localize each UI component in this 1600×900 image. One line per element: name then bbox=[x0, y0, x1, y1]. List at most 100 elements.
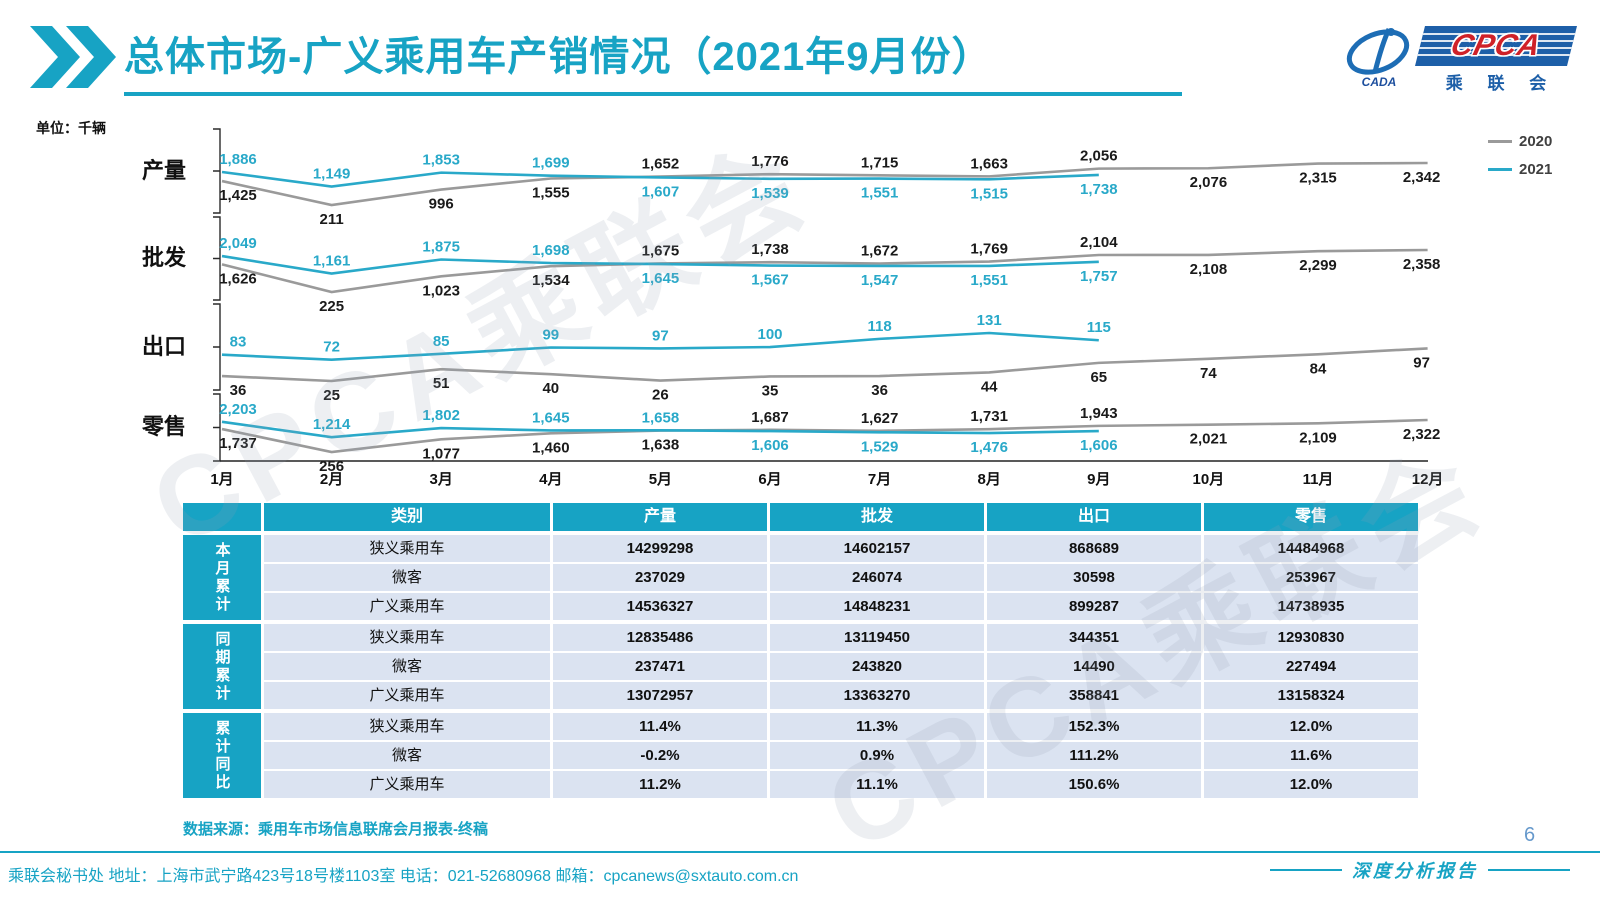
data-label-2021: 1,886 bbox=[219, 151, 257, 168]
month-label: 2月 bbox=[320, 471, 343, 488]
table-category-cell: 微客 bbox=[264, 742, 550, 769]
month-label: 1月 bbox=[210, 471, 233, 488]
panel-label-wholesale: 批发 bbox=[141, 245, 186, 270]
data-label-2020: 996 bbox=[429, 196, 454, 213]
data-label-2021: 1,529 bbox=[861, 438, 899, 455]
table-value-cell: 14490 bbox=[987, 653, 1201, 680]
data-label-2021: 1,161 bbox=[313, 253, 351, 270]
data-label-2020: 1,555 bbox=[532, 185, 570, 202]
table-header-cell: 批发 bbox=[770, 503, 984, 531]
data-label-2020: 2,108 bbox=[1190, 261, 1228, 278]
data-label-2020: 2,056 bbox=[1080, 148, 1118, 165]
table-value-cell: 246074 bbox=[770, 564, 984, 591]
data-label-2020: 2,342 bbox=[1403, 169, 1441, 186]
data-label-2020: 1,626 bbox=[219, 270, 257, 287]
data-label-2020: 25 bbox=[323, 387, 340, 404]
month-label: 7月 bbox=[868, 471, 891, 488]
page-number: 6 bbox=[1524, 824, 1536, 846]
chart-legend: 2020 2021 bbox=[1488, 133, 1552, 178]
data-label-2020: 40 bbox=[542, 380, 559, 397]
table-value-cell: 13119450 bbox=[770, 624, 984, 651]
table-value-cell: 12.0% bbox=[1204, 713, 1418, 740]
data-label-2020: 1,425 bbox=[219, 187, 257, 204]
series-2021-line-出口 bbox=[221, 331, 1099, 362]
cpca-logo-subtext: 乘 联 会 bbox=[1445, 74, 1557, 93]
table-group-label: 本月累计 bbox=[183, 535, 261, 620]
data-label-2021: 1,645 bbox=[532, 409, 570, 426]
table-header-corner bbox=[183, 503, 261, 531]
table-header-cell: 出口 bbox=[987, 503, 1201, 531]
table-value-cell: 13363270 bbox=[770, 682, 984, 709]
month-label: 4月 bbox=[539, 471, 562, 488]
table-value-cell: 14602157 bbox=[770, 535, 984, 562]
table-value-cell: 14484968 bbox=[1204, 535, 1418, 562]
data-label-2020: 36 bbox=[871, 382, 888, 399]
data-label-2021: 72 bbox=[323, 339, 340, 356]
data-label-2021: 1,699 bbox=[532, 155, 570, 172]
data-label-2020: 51 bbox=[433, 375, 450, 392]
data-label-2021: 1,551 bbox=[970, 272, 1008, 289]
data-label-2021: 1,567 bbox=[751, 272, 789, 289]
table-value-cell: 11.1% bbox=[770, 771, 984, 798]
table-value-cell: 237471 bbox=[553, 653, 767, 680]
table-value-cell: 12835486 bbox=[553, 624, 767, 651]
series-2020-line-零售 bbox=[221, 418, 1428, 454]
contact-info: 乘联会秘书处 地址：上海市武宁路423号18号楼1103室 电话：021-526… bbox=[8, 868, 799, 885]
table-value-cell: 243820 bbox=[770, 653, 984, 680]
table-value-cell: 237029 bbox=[553, 564, 767, 591]
data-label-2021: 1,539 bbox=[751, 185, 789, 202]
data-label-2020: 1,663 bbox=[970, 155, 1008, 172]
data-label-2020: 2,104 bbox=[1080, 234, 1118, 251]
data-label-2020: 36 bbox=[230, 382, 247, 399]
table-value-cell: 11.3% bbox=[770, 713, 984, 740]
series-2020-line-批发 bbox=[221, 248, 1428, 294]
axis-bracket-出口 bbox=[213, 303, 221, 391]
data-label-2020: 1,077 bbox=[422, 445, 460, 462]
table-value-cell: 358841 bbox=[987, 682, 1201, 709]
table-value-cell: 111.2% bbox=[987, 742, 1201, 769]
panel-label-retail: 零售 bbox=[141, 414, 186, 439]
table-group: 同期累计 狭义乘用车 12835486 13119450 344351 12930830 微… bbox=[183, 624, 1418, 709]
table-value-cell: 11.2% bbox=[553, 771, 767, 798]
table-value-cell: 12.0% bbox=[1204, 771, 1418, 798]
data-label-2021: 1,875 bbox=[422, 239, 460, 256]
table-group-label: 同期累计 bbox=[183, 624, 261, 709]
data-label-2020: 1,731 bbox=[970, 408, 1008, 425]
data-label-2021: 83 bbox=[230, 334, 247, 351]
data-label-2020: 97 bbox=[1413, 354, 1430, 371]
table-category-cell: 微客 bbox=[264, 564, 550, 591]
data-label-2020: 1,769 bbox=[970, 241, 1008, 258]
data-label-2020: 1,652 bbox=[642, 156, 680, 173]
data-label-2020: 2,076 bbox=[1190, 174, 1228, 191]
data-label-2020: 65 bbox=[1090, 369, 1107, 386]
table-category-cell: 狭义乘用车 bbox=[264, 535, 550, 562]
table-value-cell: 14299298 bbox=[553, 535, 767, 562]
report-label-wrap: 深度分析报告 bbox=[1270, 857, 1570, 883]
cpca-logo-block: CPCA 乘 联 会 bbox=[1415, 26, 1577, 94]
data-label-2021: 97 bbox=[652, 327, 669, 344]
data-label-2021: 1,515 bbox=[970, 185, 1008, 202]
legend-2021-swatch bbox=[1488, 168, 1512, 171]
legend-2021-label: 2021 bbox=[1519, 161, 1553, 178]
data-label-2021: 1,658 bbox=[642, 409, 680, 426]
table-header-row: 类别 产量 批发 出口 零售 bbox=[183, 503, 1418, 531]
data-label-2020: 1,776 bbox=[751, 153, 789, 170]
table-value-cell: 253967 bbox=[1204, 564, 1418, 591]
series-2021-line-零售 bbox=[221, 420, 1099, 439]
report-label-rule-left bbox=[1270, 869, 1342, 871]
data-label-2020: 1,023 bbox=[422, 282, 460, 299]
table-value-cell: 344351 bbox=[987, 624, 1201, 651]
data-label-2021: 1,738 bbox=[1080, 181, 1118, 198]
table-value-cell: 30598 bbox=[987, 564, 1201, 591]
data-label-2020: 1,715 bbox=[861, 154, 899, 171]
data-label-2020: 1,738 bbox=[751, 241, 789, 258]
data-label-2021: 1,476 bbox=[970, 439, 1008, 456]
data-label-2020: 1,687 bbox=[751, 409, 789, 426]
report-label: 深度分析报告 bbox=[1352, 861, 1478, 881]
data-label-2021: 1,547 bbox=[861, 272, 899, 289]
data-label-2020: 2,299 bbox=[1299, 257, 1337, 274]
axis-bracket-零售 bbox=[213, 393, 221, 462]
data-label-2021: 100 bbox=[757, 326, 782, 343]
table-value-cell: 13072957 bbox=[553, 682, 767, 709]
table-category-cell: 微客 bbox=[264, 653, 550, 680]
